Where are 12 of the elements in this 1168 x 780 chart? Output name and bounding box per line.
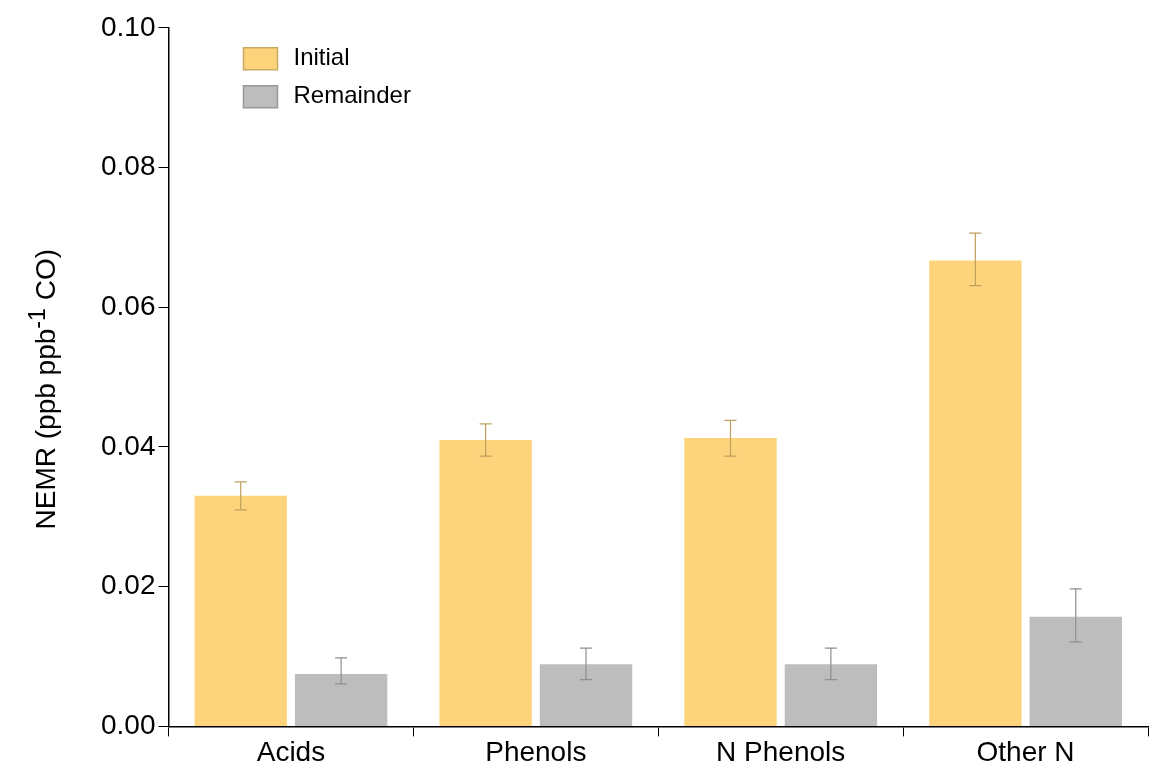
y-tick-label: 0.06 [101, 289, 156, 321]
x-tick-label: Phenols [485, 735, 587, 767]
x-tick-label: Acids [256, 735, 326, 767]
x-tick-label: N Phenols [716, 735, 846, 767]
legend-label: Remainder [293, 81, 411, 109]
x-tick-label: Other N [976, 735, 1075, 767]
y-tick-label: 0.02 [101, 569, 156, 601]
legend-label: Initial [293, 43, 350, 71]
y-tick-label: 0.00 [101, 709, 156, 741]
y-tick-label: 0.10 [101, 10, 156, 42]
y-tick-label: 0.04 [101, 429, 156, 461]
y-tick-label: 0.08 [101, 150, 156, 182]
